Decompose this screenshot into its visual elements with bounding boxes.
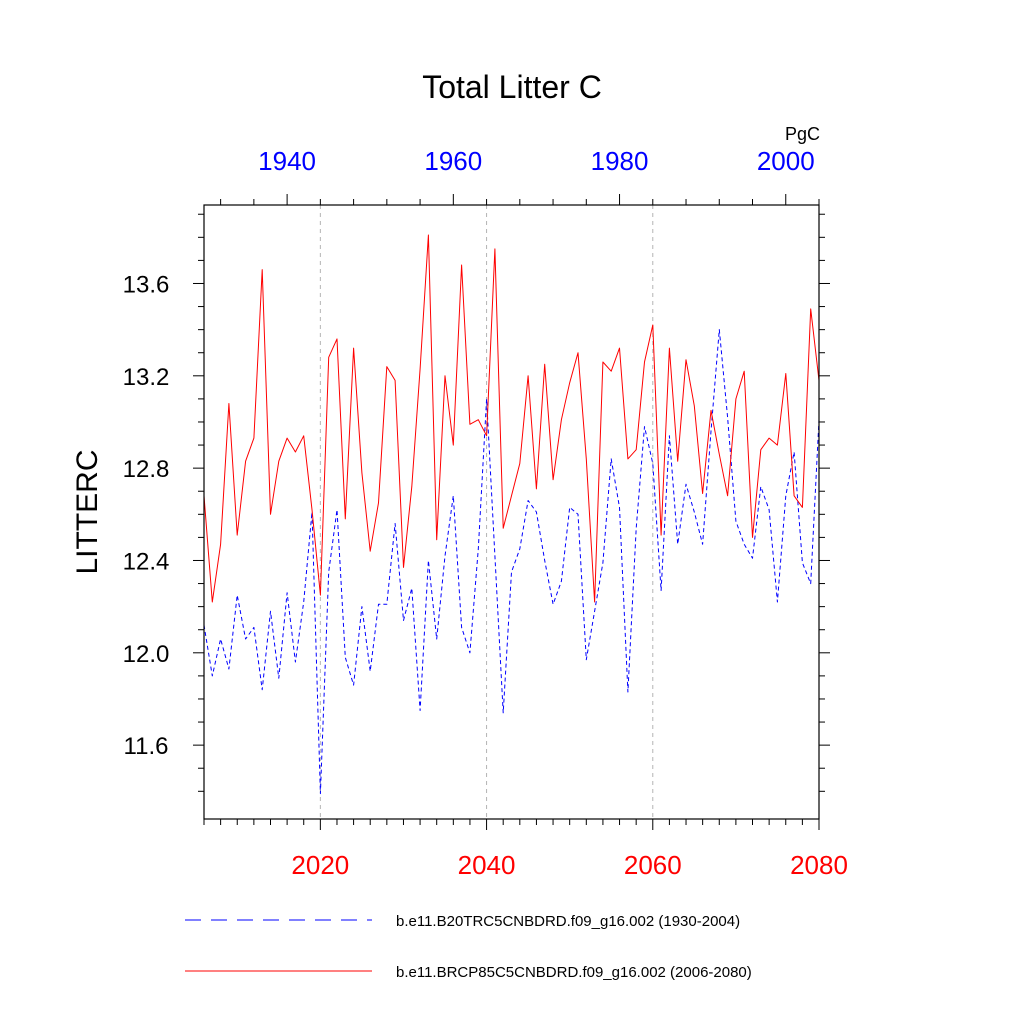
y-tick-label: 11.6 [124, 733, 169, 760]
y-tick-label: 13.6 [123, 271, 170, 298]
y-tick-label: 12.4 [123, 548, 170, 575]
y-tick-label: 13.2 [123, 364, 170, 391]
legend-label-rcp85: b.e11.BRCP85C5CNBDRD.f09_g16.002 (2006-2… [396, 964, 752, 981]
legend-label-historical: b.e11.B20TRC5CNBDRD.f09_g16.002 (1930-20… [396, 913, 740, 930]
x-top-tick-label: 1940 [258, 146, 316, 176]
axis-tick-labels: 11.6 12.0 12.4 12.8 13.2 13.6 2020 2040 2060 2080… [123, 146, 848, 880]
grid-lines [319, 205, 654, 819]
series-layer [203, 234, 820, 795]
x-bottom-tick-label: 2080 [790, 850, 848, 880]
series-historical-line [203, 329, 820, 795]
units-label: PgC [785, 124, 820, 144]
series-rcp85-line [203, 234, 820, 603]
plot-frame [203, 204, 820, 820]
x-bottom-tick-label: 2020 [291, 850, 349, 880]
y-axis-label: LITTERC [71, 449, 104, 574]
x-bottom-tick-label: 2060 [624, 850, 682, 880]
x-top-tick-label: 1960 [424, 146, 482, 176]
y-tick-label: 12.8 [123, 456, 170, 483]
legend: b.e11.B20TRC5CNBDRD.f09_g16.002 (1930-20… [185, 913, 752, 981]
x-top-tick-label: 2000 [757, 146, 815, 176]
y-tick-label: 12.0 [123, 641, 170, 668]
x-bottom-tick-label: 2040 [458, 850, 516, 880]
axis-ticks [193, 194, 830, 830]
chart-title: Total Litter C [422, 69, 602, 105]
x-top-tick-label: 1980 [591, 146, 649, 176]
